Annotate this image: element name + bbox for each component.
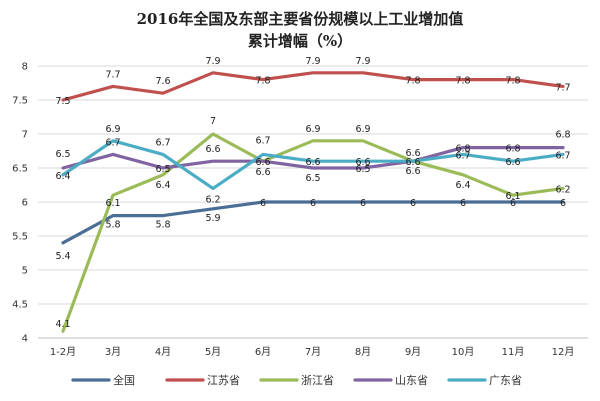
y-tick-label: 7 [22, 130, 28, 141]
x-tick-label: 4月 [155, 346, 171, 358]
data-label: 6.4 [455, 180, 470, 191]
data-label: 7.9 [205, 56, 220, 67]
data-label: 6.9 [105, 124, 120, 135]
legend-label: 广东省 [489, 374, 522, 387]
series-line [61, 200, 565, 245]
y-tick-label: 8 [22, 62, 28, 73]
chart-title: 2016年全国及东部主要省份规模以上工业增加值 [137, 10, 464, 28]
series-line [61, 146, 565, 170]
x-tick-label: 8月 [355, 346, 371, 358]
data-label: 6.7 [555, 150, 570, 161]
data-label: 6.5 [355, 164, 370, 175]
data-label: 6.6 [305, 157, 320, 168]
axes: 4 4.5 5 5.5 6 6.5 7 7.5 8 1-2月 3月 4月 5月 6月 7月 8月 9月 10月 11… [12, 62, 588, 358]
data-label: 7.5 [55, 96, 70, 107]
data-label: 6.6 [505, 157, 520, 168]
data-label: 6.4 [155, 180, 170, 191]
data-label: 7.8 [405, 76, 420, 87]
data-label: 7.7 [555, 82, 570, 93]
data-label: 5.4 [55, 251, 70, 262]
data-label: 6 [260, 198, 266, 209]
data-label: 6.1 [505, 191, 520, 202]
data-label: 6.7 [105, 137, 120, 148]
data-label: 6.8 [505, 144, 520, 155]
legend-label: 全国 [113, 373, 135, 387]
data-label: 6.8 [555, 130, 570, 141]
data-label: 6 [510, 198, 516, 209]
series-line [61, 139, 565, 190]
series-line [61, 132, 565, 333]
legend-label: 浙江省 [301, 374, 334, 387]
y-tick-label: 5.5 [12, 232, 28, 243]
data-label: 7.7 [105, 69, 120, 80]
data-label: 6.6 [255, 157, 270, 168]
data-label: 6.1 [105, 198, 120, 209]
data-label: 6.5 [305, 173, 320, 184]
y-tick-label: 7.5 [12, 96, 28, 107]
x-tick-label: 12月 [552, 346, 575, 358]
data-label: 7.8 [505, 76, 520, 87]
y-tick-label: 5 [22, 266, 28, 277]
y-tick-label: 6 [22, 198, 28, 209]
data-label: 6.2 [555, 184, 570, 195]
data-label: 7.6 [155, 76, 170, 87]
data-label: 6.7 [455, 150, 470, 161]
data-label: 7.9 [305, 56, 320, 67]
x-tick-label: 7月 [305, 346, 321, 358]
series-lines [61, 71, 565, 333]
x-tick-label: 10月 [452, 346, 475, 358]
legend-label: 山东省 [395, 374, 428, 387]
data-label: 6.6 [205, 144, 220, 155]
x-tick-label: 11月 [502, 346, 525, 358]
data-labels: 5.4 5.8 5.8 5.9 6 6 6 6 6 6 6 7.5 7.7 7.6 7.9 7.8 7.9 7.9… [55, 56, 570, 330]
data-label: 6 [560, 198, 566, 209]
data-label: 6.6 [255, 167, 270, 178]
data-label: 6.6 [405, 157, 420, 168]
data-label: 6.5 [155, 164, 170, 175]
data-label: 7 [210, 116, 216, 127]
data-label: 7.8 [455, 76, 470, 87]
data-label: 6.6 [355, 157, 370, 168]
data-label: 6.7 [155, 137, 170, 148]
data-label: 6.9 [355, 124, 370, 135]
data-label: 6.7 [255, 135, 270, 146]
data-label: 6.6 [405, 166, 420, 177]
x-tick-label: 5月 [205, 346, 221, 358]
data-label: 5.8 [155, 220, 170, 231]
chart-subtitle: 累计增幅（%） [248, 32, 352, 50]
x-tick-label: 9月 [405, 346, 421, 358]
data-label: 6 [360, 198, 366, 209]
y-tick-label: 4 [22, 334, 28, 345]
x-tick-label: 3月 [105, 346, 121, 358]
y-tick-label: 6.5 [12, 164, 28, 175]
data-label: 6 [410, 198, 416, 209]
data-label: 7.8 [255, 76, 270, 87]
legend: 全国 江苏省 浙江省 山东省 广东省 [71, 373, 522, 387]
data-label: 6.6 [405, 148, 420, 159]
data-label: 6.2 [205, 194, 220, 205]
x-tick-label: 6月 [255, 346, 271, 358]
legend-label: 江苏省 [207, 374, 240, 387]
data-label: 5.9 [205, 213, 220, 224]
y-tick-label: 4.5 [12, 300, 28, 311]
data-label: 6.4 [55, 171, 70, 182]
data-label: 6.5 [55, 149, 70, 160]
data-label: 5.8 [105, 220, 120, 231]
series-line [61, 71, 565, 102]
data-label: 6.8 [455, 144, 470, 155]
data-label: 6 [310, 198, 316, 209]
data-label: 6.9 [305, 124, 320, 135]
data-label: 7.9 [355, 56, 370, 67]
data-label: 6 [460, 198, 466, 209]
x-tick-label: 1-2月 [50, 346, 76, 358]
data-label: 4.1 [55, 319, 70, 330]
